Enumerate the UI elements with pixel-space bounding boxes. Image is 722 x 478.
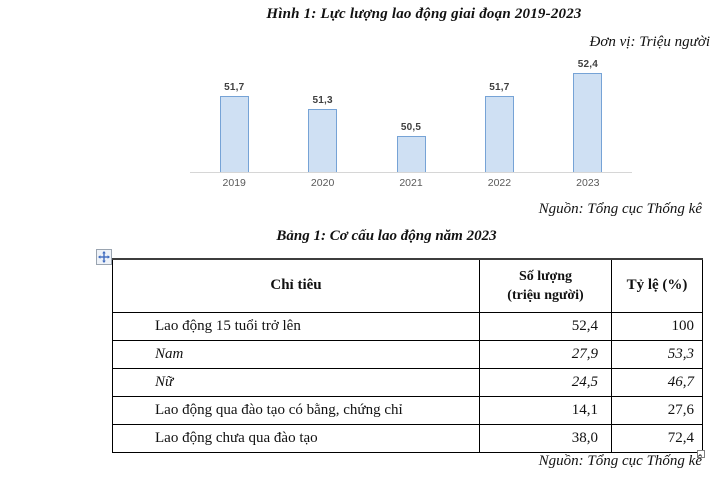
header-cell-chi-tieu[interactable]: Chỉ tiêu xyxy=(112,258,480,313)
bar-value-label: 52,4 xyxy=(577,59,598,70)
header-cell-ty-le[interactable]: Tỷ lệ (%) xyxy=(611,258,703,313)
row-label[interactable]: Nữ xyxy=(112,367,480,397)
header-so-luong-line2: (triệu người) xyxy=(507,287,584,303)
row-label[interactable]: Lao động chưa qua đào tạo xyxy=(112,423,480,453)
row-rate[interactable]: 72,4 xyxy=(611,423,703,453)
table-move-handle[interactable] xyxy=(96,249,112,265)
unit-label: Đơn vị: Triệu người xyxy=(589,34,710,50)
row-label[interactable]: Lao động qua đào tạo có bằng, chứng chỉ xyxy=(112,395,480,425)
row-rate[interactable]: 46,7 xyxy=(611,367,703,397)
bar-2019 xyxy=(219,96,249,172)
x-tick-label: 2022 xyxy=(487,177,512,189)
x-tick-label: 2020 xyxy=(310,177,335,189)
table-title: Bảng 1: Cơ cấu lao động năm 2023 xyxy=(276,228,497,244)
row-quantity[interactable]: 38,0 xyxy=(479,423,612,453)
table-row: Nam 27,9 53,3 xyxy=(112,339,703,369)
row-label[interactable]: Lao động 15 tuổi trở lên xyxy=(112,311,480,341)
row-quantity[interactable]: 24,5 xyxy=(479,367,612,397)
bar-chart: 51,7 51,3 50,5 51,7 52,4 2019 2020 2021 2022 202… xyxy=(190,58,632,192)
table-row: Lao động chưa qua đào tạo 38,0 72,4 xyxy=(112,423,703,453)
row-quantity[interactable]: 52,4 xyxy=(479,311,612,341)
x-tick-label: 2019 xyxy=(222,177,246,189)
bar-2023 xyxy=(573,73,603,172)
bar-2022 xyxy=(484,96,514,172)
chart-bar-slot: 51,3 xyxy=(278,58,366,172)
chart-bar-slot: 51,7 xyxy=(190,58,278,172)
row-rate[interactable]: 53,3 xyxy=(611,339,703,369)
move-icon xyxy=(98,251,110,263)
bar-value-label: 51,7 xyxy=(224,82,245,93)
table-row: Nữ 24,5 46,7 xyxy=(112,367,703,397)
chart-x-axis: 2019 2020 2021 2022 2023 xyxy=(190,177,632,189)
row-label[interactable]: Nam xyxy=(112,339,480,369)
bar-value-label: 51,7 xyxy=(489,82,510,93)
table-header-row: Chỉ tiêu Số lượng (triệu người) Tỷ lệ (%… xyxy=(112,258,703,313)
chart-bar-slot: 51,7 xyxy=(455,58,543,172)
chart-plot-area: 51,7 51,3 50,5 51,7 52,4 xyxy=(190,58,632,173)
x-tick-label: 2023 xyxy=(576,177,600,189)
labor-structure-table: Chỉ tiêu Số lượng (triệu người) Tỷ lệ (%… xyxy=(112,258,703,453)
table-source-caption: Nguồn: Tổng cục Thống kê xyxy=(538,453,702,469)
row-quantity[interactable]: 14,1 xyxy=(479,395,612,425)
table-row: Lao động 15 tuổi trở lên 52,4 100 xyxy=(112,311,703,341)
chart-bar-slot: 52,4 xyxy=(544,58,632,172)
figure-title: Hình 1: Lực lượng lao động giai đoạn 201… xyxy=(266,6,582,22)
chart-source-caption: Nguồn: Tổng cục Thống kê xyxy=(538,201,702,217)
header-so-luong-line1: Số lượng xyxy=(518,268,573,284)
bar-2020 xyxy=(308,109,338,172)
chart-bar-slot: 50,5 xyxy=(367,58,455,172)
row-rate[interactable]: 27,6 xyxy=(611,395,703,425)
x-tick-label: 2021 xyxy=(399,177,423,189)
table-resize-handle[interactable] xyxy=(697,450,705,458)
row-rate[interactable]: 100 xyxy=(611,311,703,341)
row-quantity[interactable]: 27,9 xyxy=(479,339,612,369)
bar-2021 xyxy=(396,136,426,172)
header-cell-so-luong[interactable]: Số lượng (triệu người) xyxy=(479,258,612,313)
table-row: Lao động qua đào tạo có bằng, chứng chỉ … xyxy=(112,395,703,425)
bar-value-label: 51,3 xyxy=(312,95,333,106)
bar-value-label: 50,5 xyxy=(400,122,422,133)
